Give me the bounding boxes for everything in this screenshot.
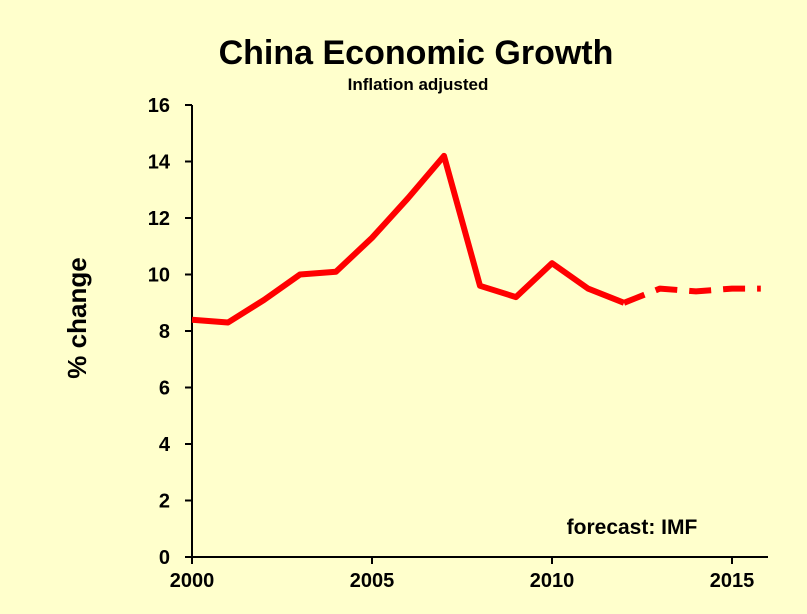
actual-growth-line	[191, 152, 626, 326]
axes	[185, 104, 768, 564]
y-tick-label: 0	[159, 547, 170, 569]
y-tick-label: 8	[159, 321, 170, 343]
x-tick-label: 2010	[530, 570, 575, 592]
y-tick-label: 2	[159, 491, 170, 513]
y-tick-label: 14	[148, 152, 171, 174]
y-tick-label: 10	[148, 265, 170, 287]
y-tick-label: 12	[148, 208, 170, 230]
x-tick-label: 2000	[170, 570, 215, 592]
y-tick-label: 16	[148, 95, 170, 117]
y-axis-label: % change	[62, 257, 92, 378]
forecast-annotation: forecast: IMF	[567, 516, 698, 539]
y-tick-label: 6	[159, 378, 170, 400]
tick-labels: 0 2 4 6 8 10 12 14 16 2000 2005 2010 2015	[148, 95, 755, 592]
chart-title: China Economic Growth	[219, 34, 614, 72]
y-tick-label: 4	[159, 434, 171, 456]
x-tick-label: 2005	[350, 570, 395, 592]
chart-subtitle: Inflation adjusted	[348, 75, 489, 94]
x-tick-label: 2015	[710, 570, 755, 592]
forecast-line	[622, 285, 761, 306]
series-lines	[191, 152, 761, 326]
